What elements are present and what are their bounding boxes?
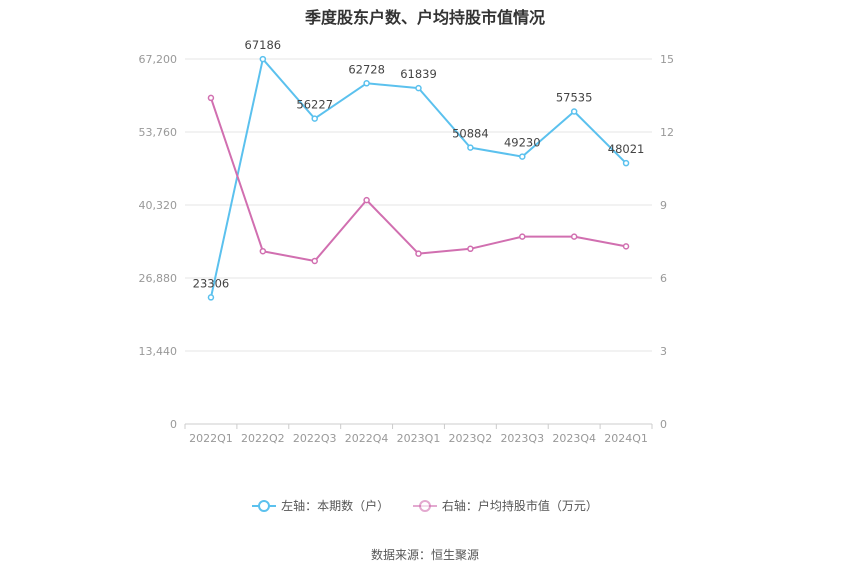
right-series-point [363,196,370,204]
x-axis-tick-label: 2023Q1 [397,432,441,445]
legend-swatch-left [252,499,277,512]
left-series-point [363,80,370,87]
x-axis-tick-label: 2024Q1 [604,432,648,445]
data-label: 57535 [556,90,593,104]
left-axis-tick-label: 53,760 [139,126,178,139]
axis-layer: 0 13,440 26,880 40,320 53,760 67,200 0 3 6 9 12 15 2… [139,53,675,445]
right-axis-tick-label: 6 [660,272,667,285]
data-label: 50884 [452,127,489,141]
x-axis-tick-label: 2023Q2 [449,432,493,445]
left-axis-tick-label: 26,880 [139,272,178,285]
right-axis-tick-label: 3 [660,345,667,358]
left-axis-tick-label: 13,440 [139,345,178,358]
left-series-point [311,115,318,122]
data-label: 62728 [348,62,385,76]
data-label: 48021 [608,142,645,156]
legend-label-right: 右轴：户均持股市值（万元） [441,499,598,513]
right-series-point [259,247,267,255]
right-series-point [570,233,578,240]
left-series-point [467,144,474,151]
legend-item-left[interactable]: 左轴：本期数（户） [252,497,389,514]
legend: 左轴：本期数（户） 右轴：户均持股市值（万元） [0,497,850,515]
label-layer: 23306 67186 56227 62728 61839 50884 49230 57535… [193,38,645,290]
right-series-line [209,97,627,262]
right-series-point [311,257,318,265]
data-label: 67186 [245,38,282,52]
right-axis-tick-label: 0 [660,418,667,431]
left-series-point [570,108,578,115]
data-source-note: 数据来源：恒生聚源 [370,548,479,562]
x-axis-tick-label: 2022Q1 [189,432,233,445]
left-series-point [207,294,215,301]
data-label: 61839 [400,67,437,81]
left-series-point [259,55,267,63]
right-series-point [467,245,474,253]
right-axis-tick-label: 15 [660,53,674,66]
x-axis-tick-label: 2022Q4 [345,432,389,445]
left-axis-tick-label: 40,320 [139,199,178,212]
series-layer [207,55,630,301]
left-axis-tick-label: 0 [170,418,177,431]
left-series-point [622,159,630,167]
chart-title: 季度股东户数、户均持股市值情况 [304,8,545,27]
grid-layer [185,58,652,425]
right-series-point [207,94,215,102]
x-axis-tick-label: 2022Q3 [293,432,337,445]
left-axis-tick-label: 67,200 [139,53,178,66]
right-series-point [519,233,526,240]
x-axis-tick-label: 2023Q3 [500,432,544,445]
x-axis-tick-label: 2022Q2 [241,432,285,445]
data-label: 49230 [504,136,541,150]
data-label: 56227 [296,98,333,112]
x-axis-tick-label: 2023Q4 [552,432,596,445]
data-label: 23306 [193,276,230,290]
left-series-point [415,84,422,92]
legend-swatch-right [412,499,437,512]
right-axis-tick-label: 12 [660,126,674,139]
right-series-point [622,243,630,250]
right-axis-tick-label: 9 [660,199,667,212]
legend-label-left: 左轴：本期数（户） [281,499,390,513]
right-series-point [415,250,422,257]
left-series-point [519,153,526,160]
legend-item-right[interactable]: 右轴：户均持股市值（万元） [412,497,598,514]
